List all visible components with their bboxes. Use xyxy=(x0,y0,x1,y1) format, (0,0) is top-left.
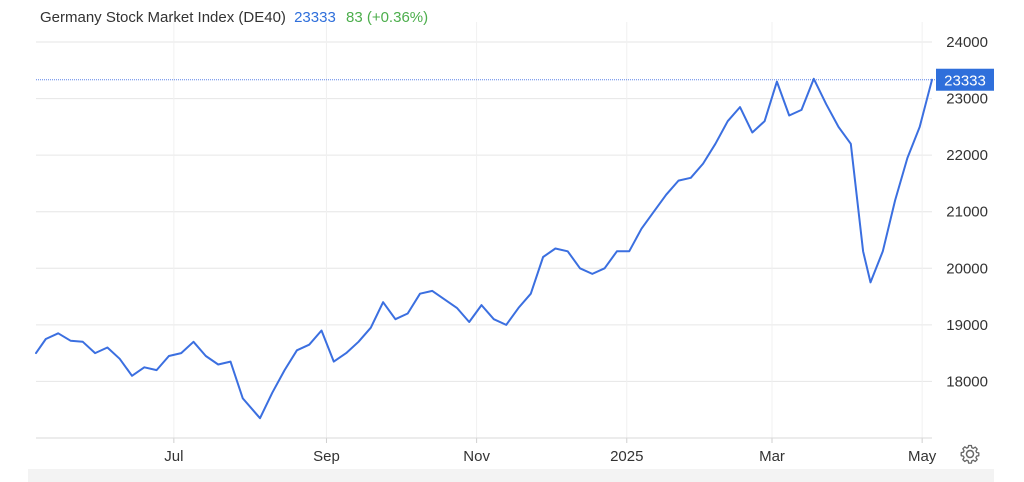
y-tick-label: 20000 xyxy=(946,260,988,277)
scroll-band xyxy=(28,469,994,482)
last-value-tag-label: 23333 xyxy=(944,73,986,90)
x-tick-label: Nov xyxy=(463,448,490,465)
x-tick-label: 2025 xyxy=(610,448,643,465)
y-tick-label: 21000 xyxy=(946,204,988,221)
y-tick-label: 24000 xyxy=(946,34,988,51)
x-tick-label: May xyxy=(908,448,937,465)
y-tick-label: 19000 xyxy=(946,317,988,334)
x-tick-label: Jul xyxy=(164,448,183,465)
y-tick-label: 23000 xyxy=(946,91,988,108)
last-value-tag xyxy=(936,68,994,91)
gear-icon[interactable] xyxy=(960,444,980,464)
chart-title: Germany Stock Market Index (DE40) xyxy=(40,9,286,26)
x-tick-label: Sep xyxy=(313,448,340,465)
x-tick-label: Mar xyxy=(759,448,785,465)
last-value: 23333 xyxy=(294,9,336,26)
price-change: 83 (+0.36%) xyxy=(345,9,429,26)
y-tick-label: 18000 xyxy=(946,373,988,390)
chart-header: Germany Stock Market Index (DE40) 23333 … xyxy=(40,9,428,26)
series-line[interactable] xyxy=(35,77,933,420)
y-tick-label: 22000 xyxy=(946,147,988,164)
